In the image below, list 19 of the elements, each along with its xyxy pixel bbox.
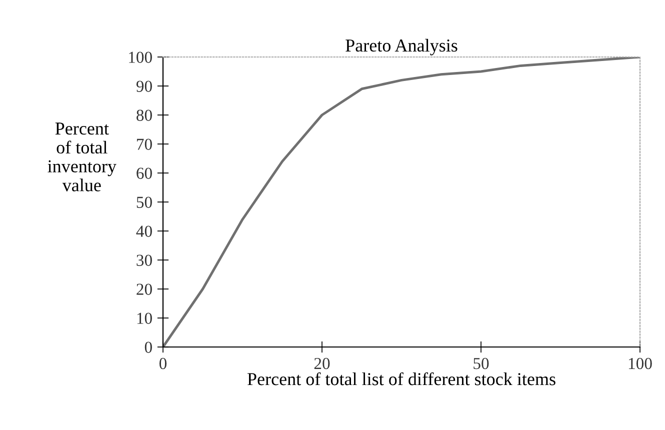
- y-tick-label: 60: [136, 168, 152, 179]
- chart-title: Pareto Analysis: [346, 38, 458, 56]
- x-tick-label: 0: [159, 358, 167, 370]
- y-tick-label: 70: [137, 138, 152, 150]
- x-tick-label: 100: [628, 358, 652, 370]
- y-tick-label: 50: [136, 196, 152, 208]
- y-tick-label: 30: [136, 254, 152, 266]
- y-tick-label: 10: [137, 312, 152, 324]
- y-tick-label: 40: [136, 226, 152, 237]
- y-axis-title: Percent of total inventory value: [48, 122, 116, 192]
- y-tick-label: 0: [144, 342, 152, 353]
- y-tick-label: 100: [129, 52, 152, 63]
- x-tick-label: 20: [314, 358, 330, 370]
- y-tick-label: 80: [136, 110, 152, 121]
- line-series: [163, 57, 640, 347]
- y-tick-label: 90: [136, 80, 152, 92]
- x-axis-title: Percent of total list of different stock items: [247, 372, 556, 386]
- y-tick-label: 20: [136, 284, 152, 295]
- x-tick-label: 50: [474, 358, 489, 370]
